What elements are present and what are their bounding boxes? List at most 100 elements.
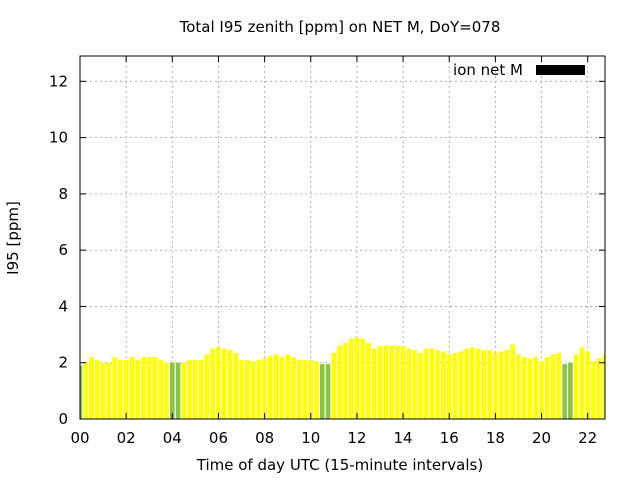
- bar: [95, 359, 100, 419]
- bar: [175, 362, 181, 419]
- bar: [406, 348, 412, 419]
- bar: [152, 357, 158, 419]
- bar: [135, 359, 140, 419]
- plot-frame: [79, 55, 606, 420]
- y-tick-label: 6: [58, 241, 68, 259]
- bar: [550, 354, 556, 419]
- bar: [256, 359, 262, 419]
- bar: [198, 359, 204, 419]
- x-tick-label: 12: [347, 429, 366, 447]
- x-tick-label: 06: [209, 429, 228, 447]
- bar: [337, 345, 342, 419]
- bar: [360, 338, 365, 419]
- x-tick-label: 10: [301, 429, 320, 447]
- bar: [221, 348, 227, 419]
- bar: [343, 343, 348, 419]
- bar: [366, 343, 371, 419]
- x-tick-label: 04: [163, 429, 182, 447]
- bar: [164, 362, 169, 419]
- bar: [429, 348, 435, 419]
- bar: [573, 354, 579, 419]
- bar: [464, 348, 469, 419]
- bar: [193, 359, 198, 419]
- bar: [308, 359, 314, 419]
- y-tick-label: 0: [58, 410, 68, 428]
- bar: [204, 354, 210, 419]
- legend-swatch: [536, 65, 585, 75]
- x-tick-label: 22: [578, 429, 597, 447]
- bar: [423, 348, 429, 419]
- bar: [556, 352, 562, 419]
- x-tick-label: 08: [255, 429, 274, 447]
- bar: [279, 357, 285, 419]
- bar: [527, 358, 533, 419]
- bar: [596, 358, 602, 419]
- x-tick-label: 20: [532, 429, 551, 447]
- legend-label: ion net M: [453, 61, 523, 79]
- y-tick-label: 10: [49, 129, 68, 147]
- bar: [129, 357, 135, 419]
- bar: [435, 350, 440, 419]
- bar: [493, 352, 498, 419]
- bar: [470, 347, 475, 419]
- bar: [141, 357, 146, 419]
- bar: [481, 350, 487, 419]
- y-tick-label: 2: [58, 354, 68, 372]
- bar: [389, 345, 394, 419]
- bar: [441, 351, 446, 419]
- bar: [458, 351, 464, 419]
- bar: [354, 337, 360, 419]
- bar: [545, 357, 550, 419]
- bar: [123, 359, 129, 419]
- bar: [80, 365, 83, 419]
- bar: [83, 362, 89, 419]
- bar: [539, 361, 544, 419]
- bar: [291, 357, 296, 419]
- bar: [510, 344, 515, 419]
- bar: [325, 364, 331, 419]
- x-tick-label: 14: [394, 429, 413, 447]
- bar: [579, 347, 585, 419]
- bar: [320, 364, 325, 419]
- bar: [516, 354, 521, 419]
- bar: [239, 359, 244, 419]
- bar: [562, 364, 567, 419]
- bar: [498, 351, 504, 419]
- y-tick-label: 4: [58, 297, 68, 315]
- bar: [181, 362, 187, 419]
- bar: [475, 348, 481, 419]
- bar: [302, 359, 308, 419]
- bar: [400, 345, 406, 419]
- legend: ion net M: [453, 61, 585, 79]
- bar: [602, 354, 605, 419]
- bar: [331, 352, 337, 419]
- bar: [487, 350, 492, 419]
- bar: [285, 354, 290, 419]
- bar: [533, 357, 539, 419]
- bar: [262, 358, 267, 419]
- x-axis-label: Time of day UTC (15-minute intervals): [196, 456, 483, 474]
- bar: [412, 350, 417, 419]
- bar: [446, 354, 452, 419]
- bar: [591, 361, 596, 419]
- bar: [377, 345, 383, 419]
- bar: [227, 350, 233, 419]
- bar: [504, 350, 510, 419]
- bar: [216, 347, 221, 419]
- chart-title: Total I95 zenith [ppm] on NET M, DoY=078: [179, 18, 501, 36]
- bar: [296, 359, 302, 419]
- bar: [348, 338, 354, 419]
- bar: [170, 362, 175, 419]
- bar: [521, 357, 527, 419]
- bar: [395, 345, 400, 419]
- bar: [100, 362, 106, 419]
- bar: [106, 362, 112, 419]
- x-tick-label: 18: [486, 429, 505, 447]
- bar: [210, 348, 215, 419]
- x-tick-label: 00: [70, 429, 89, 447]
- bar: [314, 361, 319, 419]
- bar: [118, 359, 123, 419]
- y-tick-label: 8: [58, 185, 68, 203]
